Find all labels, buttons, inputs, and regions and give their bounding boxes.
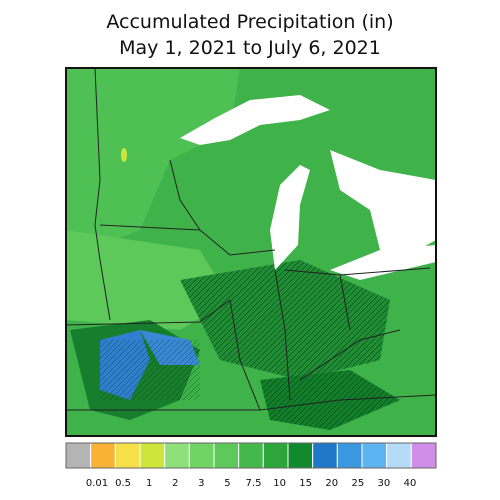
legend-swatch	[361, 442, 388, 469]
legend-label: 0.5	[115, 478, 131, 489]
legend-label: 15	[299, 478, 312, 489]
legend-label: 40	[404, 478, 417, 489]
legend-swatch	[114, 442, 141, 469]
legend-swatch	[164, 442, 190, 469]
legend-swatch	[65, 442, 92, 469]
legend-swatch	[287, 442, 314, 469]
legend-label: 20	[325, 478, 338, 489]
legend-swatch	[312, 442, 338, 469]
legend-label: 5	[224, 478, 230, 489]
legend-swatch	[139, 442, 166, 469]
legend-swatch	[188, 442, 215, 469]
legend-label: 30	[378, 478, 391, 489]
legend-swatch	[90, 442, 116, 469]
legend-swatch	[213, 442, 240, 469]
map	[65, 67, 437, 437]
legend: 0.01 0.5 1 2 3 5 7.5 10 15 20 25 30 40	[65, 442, 437, 489]
legend-label: 0.01	[86, 478, 108, 489]
legend-label: 3	[198, 478, 204, 489]
legend-swatch	[386, 442, 412, 469]
legend-label: 25	[351, 478, 364, 489]
legend-swatch	[262, 442, 289, 469]
legend-swatch	[410, 442, 437, 469]
legend-label: 1	[146, 478, 152, 489]
legend-swatch	[336, 442, 363, 469]
subtitle: May 1, 2021 to July 6, 2021	[119, 37, 381, 59]
legend-label: 7.5	[246, 478, 262, 489]
legend-label: 10	[273, 478, 286, 489]
legend-frame	[65, 442, 437, 469]
legend-label: 2	[172, 478, 178, 489]
legend-swatch	[238, 442, 264, 469]
title: Accumulated Precipitation (in)	[106, 11, 393, 33]
